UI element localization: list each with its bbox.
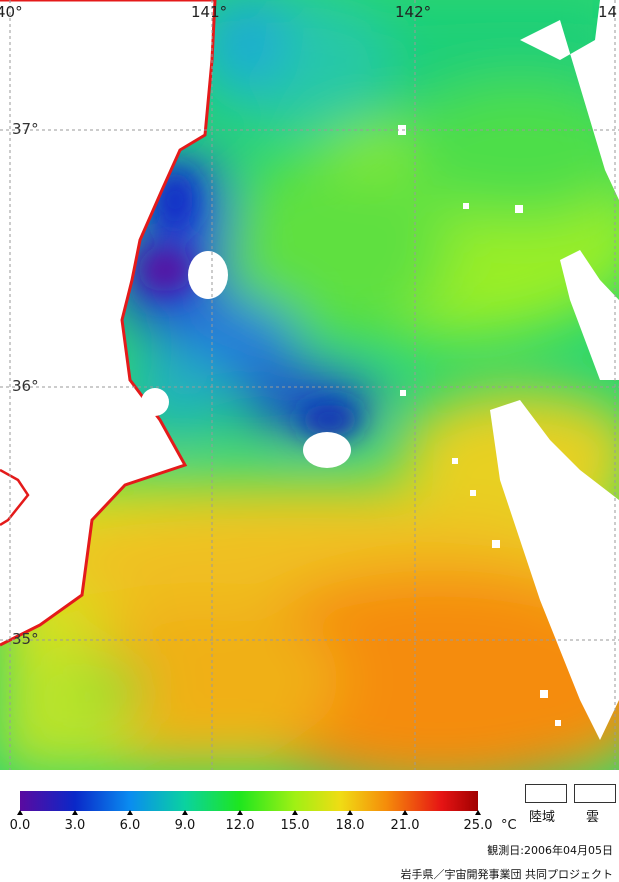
scale-tick-label: 12.0	[225, 818, 255, 833]
lat-label: 36°	[12, 377, 39, 395]
observation-date: 観測日:2006年04月05日	[487, 844, 613, 857]
sea-surface-temperature-map: 40° 141° 142° 14 37° 36° 35°	[0, 0, 619, 770]
scale-ticks	[17, 810, 481, 815]
scale-tick-label: 9.0	[174, 818, 196, 833]
lon-label: 14	[598, 3, 617, 21]
land-key-swatch	[525, 784, 567, 803]
grid-lines	[0, 0, 619, 770]
coastline-inlet	[0, 468, 30, 527]
cloud-key-label: 雲	[586, 810, 600, 825]
scale-tick-label: 3.0	[64, 818, 86, 833]
land-mask	[0, 0, 217, 647]
cloud-key-swatch	[574, 784, 616, 803]
scale-tick-label: 6.0	[119, 818, 141, 833]
scale-tick-label: 0.0	[9, 818, 31, 833]
color-scale-bar	[20, 791, 478, 811]
temperature-field	[0, 0, 619, 770]
lon-label: 142°	[395, 3, 431, 21]
lon-label: 40°	[0, 3, 23, 21]
scale-unit: °C	[501, 818, 517, 833]
scale-tick-label: 18.0	[335, 818, 365, 833]
lat-label: 37°	[12, 120, 39, 138]
coastline	[0, 0, 217, 647]
grid-labels: 40° 141° 142° 14 37° 36° 35°	[0, 3, 617, 648]
land-key-label: 陸域	[529, 810, 556, 825]
cloud-mask	[141, 0, 619, 740]
lon-label: 141°	[191, 3, 227, 21]
lat-label: 35°	[12, 630, 39, 648]
scale-tick-label: 15.0	[280, 818, 310, 833]
credit-text: 岩手県／宇宙開発事業団 共同プロジェクト	[400, 868, 614, 881]
scale-tick-label: 21.0	[390, 818, 420, 833]
color-scale-legend	[17, 791, 481, 815]
scale-tick-label: 25.0	[463, 818, 493, 833]
